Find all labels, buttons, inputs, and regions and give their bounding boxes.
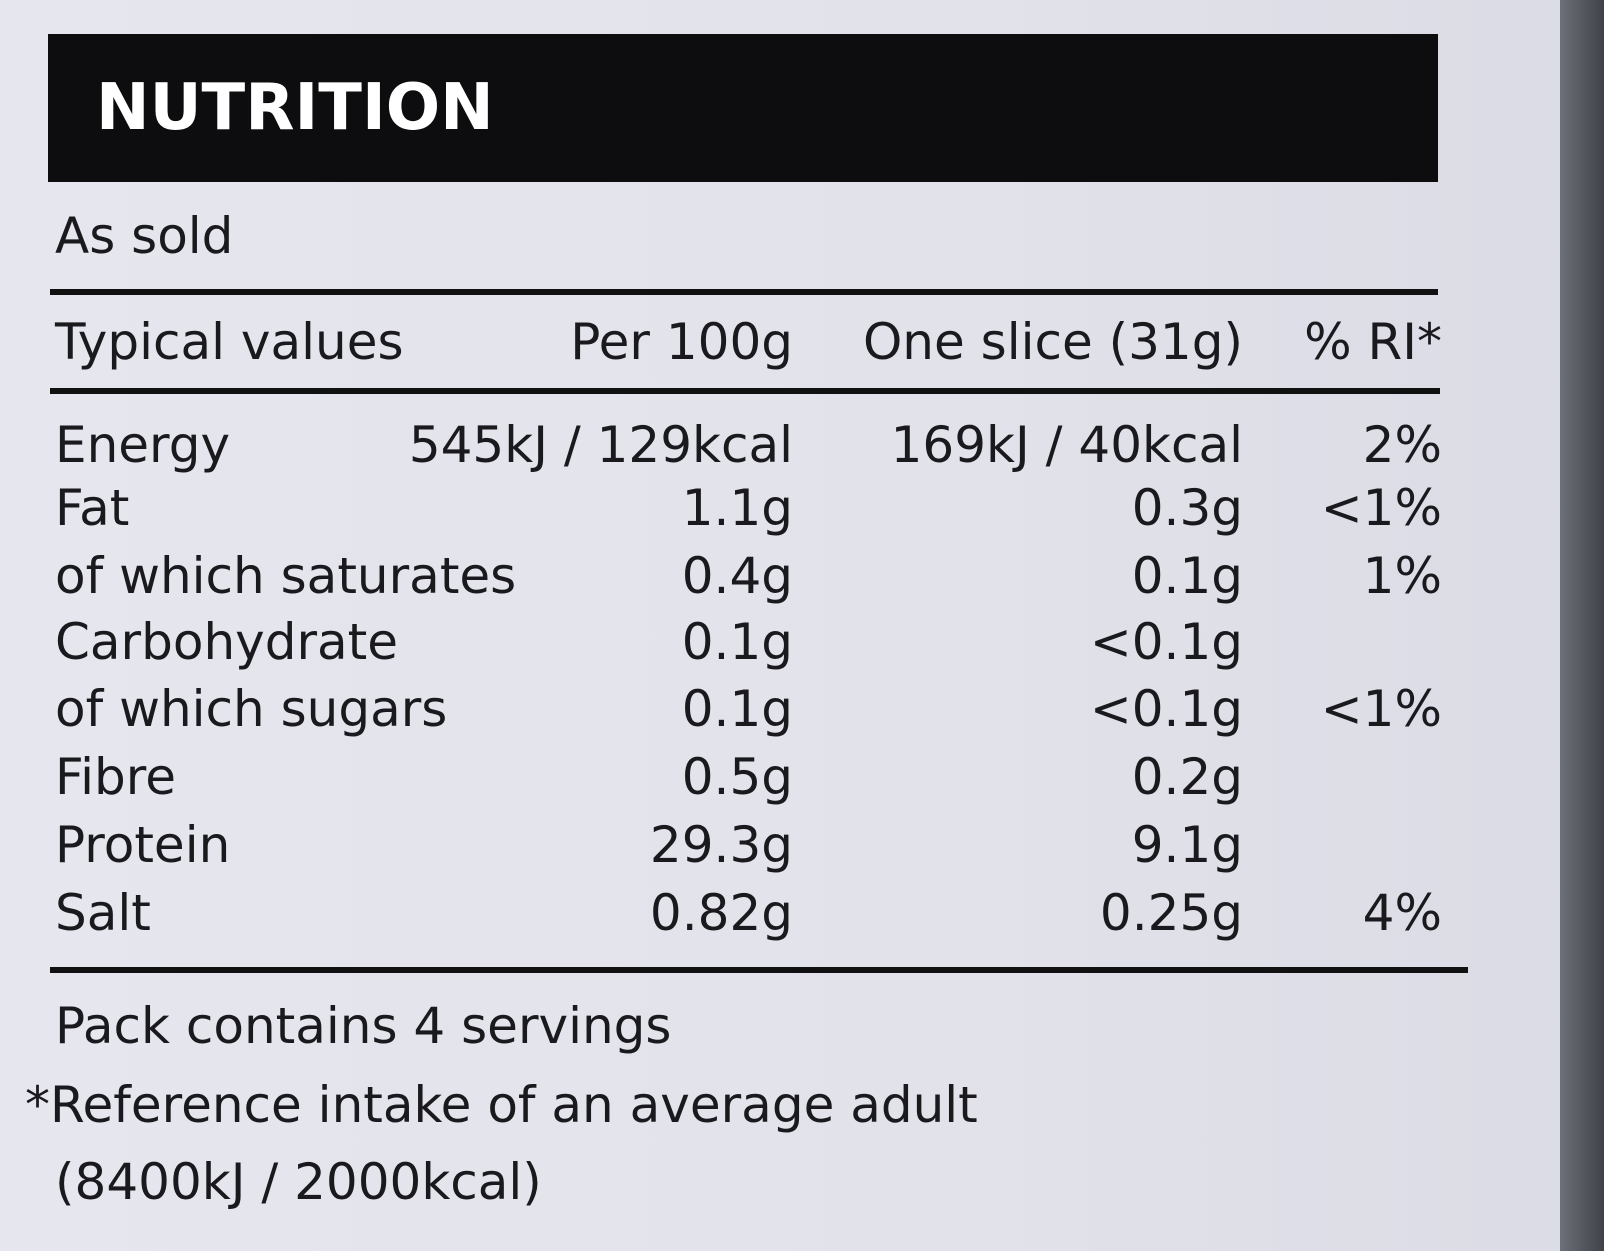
rule [50,967,1468,973]
cell: 1% [1362,547,1442,605]
column-header: Per 100g [570,313,793,371]
cell: 0.4g [681,547,793,605]
cell: <1% [1320,680,1442,738]
cell: 0.82g [649,884,793,942]
column-header: Typical values [55,313,404,371]
row-label: Carbohydrate [55,613,399,671]
cell: 0.1g [681,613,793,671]
footnote: (8400kJ / 2000kcal) [55,1153,542,1211]
rule [50,289,1438,295]
row-label: Fibre [55,748,176,806]
cell: 0.5g [681,748,793,806]
footnote: *Reference intake of an average adult [25,1076,978,1134]
cell: <0.1g [1089,680,1243,738]
footnote: Pack contains 4 servings [55,997,672,1055]
title: NUTRITION [96,71,494,145]
cell: 4% [1362,884,1442,942]
cell: <0.1g [1089,613,1243,671]
cell: 9.1g [1131,816,1243,874]
cell: 0.3g [1131,479,1243,537]
title-bar [48,34,1438,182]
cell: 169kJ / 40kcal [890,416,1243,474]
row-label: Fat [55,479,130,537]
row-label: Energy [55,416,231,474]
cell: 2% [1362,416,1442,474]
row-label: Salt [55,884,151,942]
row-label: of which saturates [55,547,517,605]
column-header: One slice (31g) [862,313,1243,371]
row-label: Protein [55,816,231,874]
cell: 29.3g [649,816,793,874]
column-header: % RI* [1304,313,1442,371]
cell: 0.2g [1131,748,1243,806]
background-edge [1560,0,1604,1251]
cell: 0.25g [1099,884,1243,942]
cell: 0.1g [1131,547,1243,605]
rule [50,388,1440,394]
cell: <1% [1320,479,1442,537]
cell: 545kJ / 129kcal [408,416,793,474]
row-label: of which sugars [55,680,448,738]
cell: 0.1g [681,680,793,738]
subtitle: As sold [55,207,234,265]
cell: 1.1g [681,479,793,537]
